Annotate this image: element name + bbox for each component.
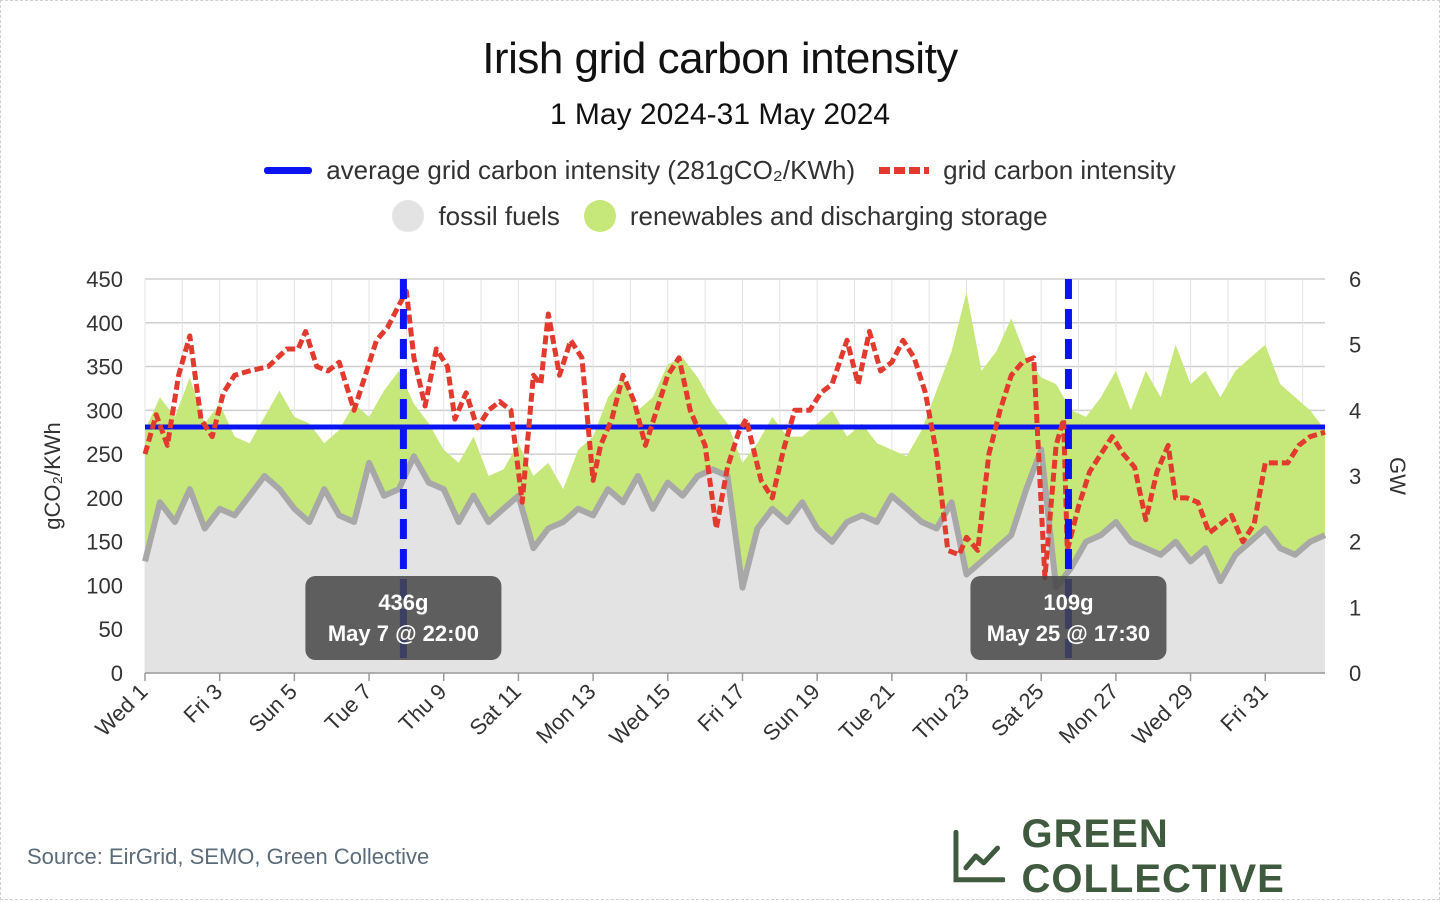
legend-item-intensity[interactable]: grid carbon intensity <box>879 155 1176 186</box>
x-tick-label: Fri 17 <box>693 679 750 736</box>
annotation-value: 436g <box>378 590 428 615</box>
annotation-box <box>305 576 502 660</box>
y-tick-label-left: 250 <box>86 442 123 467</box>
legend-item-fossil[interactable]: fossil fuels <box>392 200 560 232</box>
brand-logo[interactable]: GREEN COLLECTIVE <box>952 812 1440 902</box>
y-tick-label-right: 3 <box>1349 464 1361 489</box>
annotation-time: May 7 @ 22:00 <box>328 621 479 646</box>
y-tick-label-left: 350 <box>86 355 123 380</box>
y-tick-label-right: 5 <box>1349 333 1361 358</box>
y-axis-title-right: GW <box>1385 457 1410 495</box>
y-tick-label-left: 450 <box>86 267 123 292</box>
legend-label-average: average grid carbon intensity (281gCO₂/K… <box>326 155 856 185</box>
chart-title: Irish grid carbon intensity <box>482 34 958 83</box>
x-tick-label: Sun 19 <box>758 679 825 746</box>
x-tick-label: Sat 11 <box>464 679 526 741</box>
source-note: Source: EirGrid, SEMO, Green Collective <box>27 844 430 869</box>
legend-swatch-average <box>264 167 313 174</box>
y-tick-label-left: 0 <box>111 661 123 686</box>
annotations: 436g May 7 @ 22:00 109g May 25 @ 17:30 <box>305 279 1167 660</box>
legend-swatch-renewables <box>583 200 616 232</box>
legend-item-average[interactable]: average grid carbon intensity (281gCO₂/K… <box>264 155 855 186</box>
y-tick-label-left: 50 <box>99 617 123 642</box>
line-chart-logo-icon <box>953 830 1006 883</box>
legend-swatch-intensity <box>879 167 930 174</box>
annotation-time: May 25 @ 17:30 <box>987 621 1150 646</box>
x-tick-label: Tue 7 <box>320 679 377 736</box>
intensity-line <box>142 288 1326 581</box>
legend-label-renewables: renewables and discharging storage <box>629 200 1048 231</box>
x-tick-label: Wed 29 <box>1127 679 1198 750</box>
y-tick-label-right: 2 <box>1349 530 1361 555</box>
x-tick-label: Thu 9 <box>394 679 451 736</box>
annotation-value: 109g <box>1043 590 1093 615</box>
fossil-edge-line <box>142 446 1327 591</box>
chart-subtitle: 1 May 2024-31 May 2024 <box>549 98 891 131</box>
x-tick-label: Mon 13 <box>531 679 601 749</box>
y-tick-label-right: 6 <box>1349 267 1361 292</box>
x-tick-label: Fri 31 <box>1215 679 1272 736</box>
line-series <box>142 288 1326 581</box>
x-tick-label: Fri 3 <box>178 679 227 728</box>
y-tick-label-left: 100 <box>86 573 123 598</box>
y-tick-label-left: 150 <box>86 530 123 555</box>
y-tick-label-right: 1 <box>1349 595 1361 620</box>
y-axis-title-left: gCO₂/KWh <box>40 422 65 530</box>
y-tick-label-right: 4 <box>1349 398 1361 423</box>
x-tick-label: Sat 25 <box>986 679 1049 742</box>
brand-name: GREEN COLLECTIVE <box>1021 812 1285 901</box>
y-tick-label-right: 0 <box>1349 661 1361 686</box>
y-tick-label-left: 400 <box>86 311 123 336</box>
annotation-box <box>970 576 1167 660</box>
legend-row-areas: fossil fuels renewables and discharging … <box>0 200 1440 232</box>
x-tick-label: Sun 5 <box>244 679 302 737</box>
legend-swatch-fossil <box>392 200 425 232</box>
y-tick-label-left: 200 <box>86 486 123 511</box>
y-tick-label-left: 300 <box>86 398 123 423</box>
x-tick-label: Wed 1 <box>90 679 152 741</box>
legend-item-renewables[interactable]: renewables and discharging storage <box>583 200 1048 232</box>
legend-row-lines: average grid carbon intensity (281gCO₂/K… <box>0 155 1440 186</box>
legend-label-intensity: grid carbon intensity <box>943 155 1176 185</box>
legend-label-fossil: fossil fuels <box>438 200 560 231</box>
x-tick-label: Mon 27 <box>1054 679 1124 749</box>
x-tick-label: Thu 23 <box>908 679 974 745</box>
x-tick-label: Tue 21 <box>834 679 900 745</box>
x-tick-label: Wed 15 <box>604 679 675 750</box>
